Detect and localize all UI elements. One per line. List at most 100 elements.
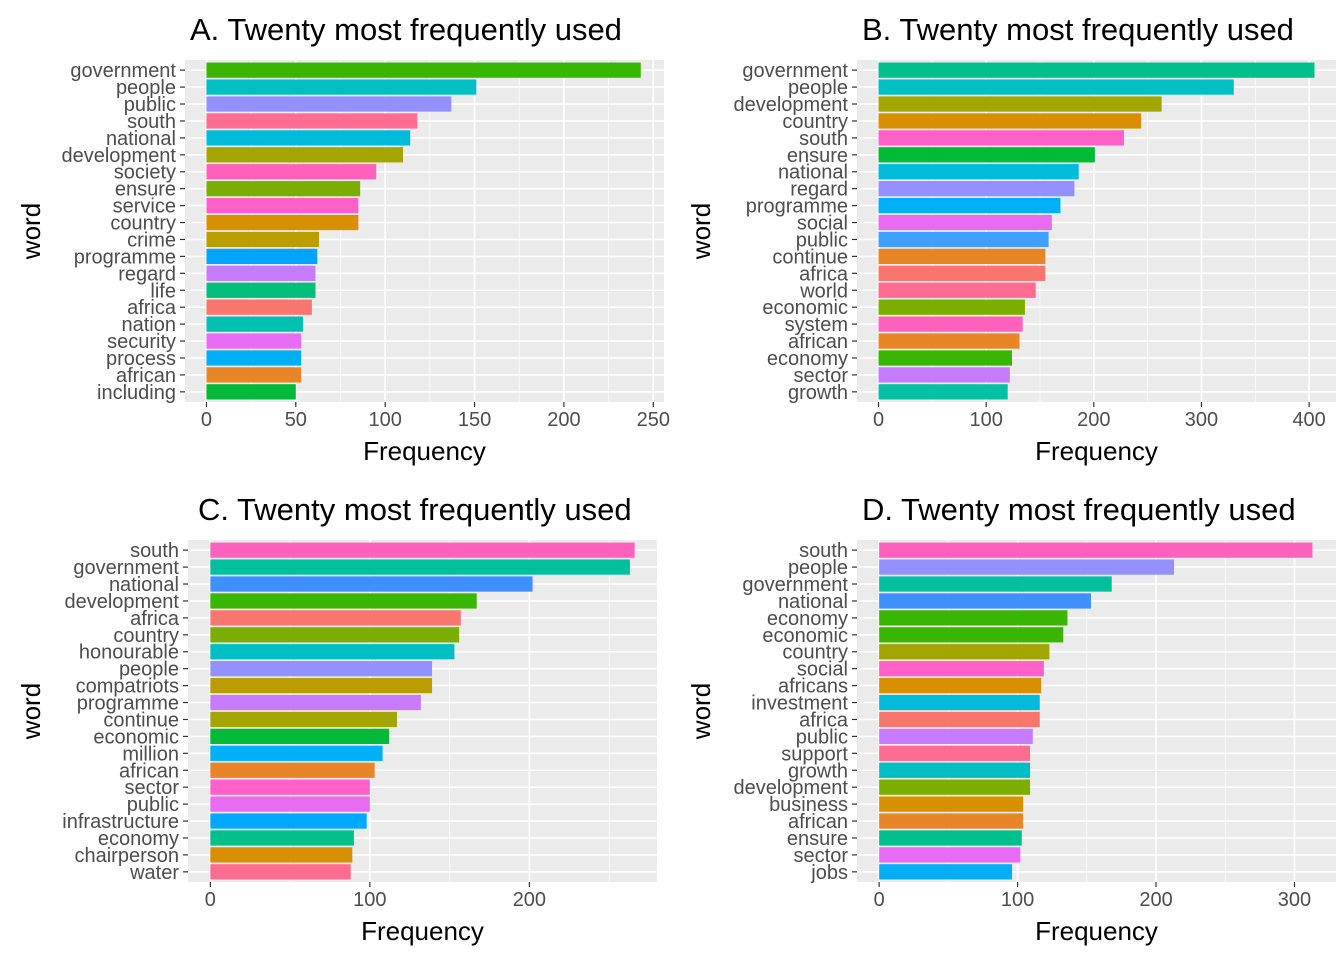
category-label: african bbox=[788, 331, 848, 353]
bar-south bbox=[210, 542, 635, 558]
bar-national bbox=[210, 576, 533, 592]
x-tick-label: 100 bbox=[969, 409, 1002, 431]
bar-government bbox=[878, 62, 1315, 78]
bar-social bbox=[878, 214, 1052, 231]
x-tick-label: 200 bbox=[513, 889, 546, 911]
category-label: government bbox=[70, 60, 176, 82]
category-label: people bbox=[119, 659, 179, 681]
bar-compatriots bbox=[210, 677, 433, 694]
bar-sector bbox=[879, 847, 1021, 863]
x-tick-label: 300 bbox=[1278, 889, 1311, 911]
bar-african bbox=[879, 813, 1024, 829]
category-label: nation bbox=[122, 314, 177, 336]
bar-support bbox=[879, 745, 1031, 761]
bar-ensure bbox=[206, 181, 361, 197]
category-label: country bbox=[782, 111, 848, 133]
bar-growth bbox=[879, 762, 1031, 778]
bar-million bbox=[210, 745, 383, 761]
bar-public bbox=[210, 796, 370, 812]
category-label: government bbox=[742, 60, 848, 82]
x-tick-label: 300 bbox=[1185, 409, 1218, 431]
bar-programme bbox=[210, 694, 421, 711]
bar-african bbox=[878, 333, 1020, 349]
category-label: business bbox=[769, 794, 848, 816]
bar-regard bbox=[206, 265, 316, 281]
bar-development bbox=[206, 147, 404, 163]
bar-infrastructure bbox=[210, 813, 367, 829]
bar-society bbox=[206, 164, 377, 180]
bar-african bbox=[210, 762, 375, 778]
chart-panel-3: southpeoplegovernmentnationaleconomyecon… bbox=[686, 492, 1336, 946]
category-label: national bbox=[106, 128, 176, 150]
category-label: growth bbox=[788, 382, 848, 404]
category-label: social bbox=[797, 213, 848, 235]
chart-title: C. Twenty most frequently used bbox=[198, 492, 632, 527]
bar-regard bbox=[878, 181, 1075, 197]
x-tick-label: 100 bbox=[353, 889, 386, 911]
category-label: african bbox=[116, 365, 176, 387]
bar-south bbox=[206, 113, 418, 129]
x-tick-label: 250 bbox=[637, 409, 670, 431]
category-label: water bbox=[129, 862, 179, 884]
bar-ensure bbox=[878, 147, 1095, 163]
x-axis-title: Frequency bbox=[363, 436, 486, 466]
bar-development bbox=[210, 593, 477, 609]
x-tick-label: 150 bbox=[458, 409, 491, 431]
chart-title: B. Twenty most frequently used bbox=[862, 12, 1294, 47]
bar-nation bbox=[206, 316, 303, 332]
bar-country bbox=[879, 644, 1050, 660]
bar-development bbox=[878, 96, 1162, 112]
category-label: people bbox=[116, 77, 176, 99]
category-label: ensure bbox=[787, 828, 848, 850]
category-label: process bbox=[106, 348, 176, 370]
bar-africa bbox=[206, 299, 312, 315]
x-tick-label: 50 bbox=[285, 409, 307, 431]
category-label: world bbox=[799, 280, 848, 302]
category-label: economy bbox=[767, 348, 848, 370]
category-label: economic bbox=[762, 625, 848, 647]
bar-investment bbox=[879, 694, 1040, 711]
bar-people bbox=[206, 79, 477, 95]
x-tick-label: 0 bbox=[201, 409, 212, 431]
category-label: south bbox=[130, 540, 179, 562]
x-tick-label: 200 bbox=[1139, 889, 1172, 911]
bar-security bbox=[206, 333, 302, 349]
category-label: south bbox=[799, 540, 848, 562]
category-label: africa bbox=[799, 709, 849, 731]
category-label: regard bbox=[790, 179, 848, 201]
bar-national bbox=[878, 164, 1079, 180]
category-label: including bbox=[97, 382, 176, 404]
category-label: sector bbox=[125, 777, 180, 799]
bar-jobs bbox=[879, 864, 1013, 880]
category-label: development bbox=[733, 777, 848, 799]
bar-africa bbox=[878, 265, 1046, 281]
bar-process bbox=[206, 350, 302, 366]
x-axis-title: Frequency bbox=[1035, 916, 1158, 946]
category-label: government bbox=[742, 574, 848, 596]
category-label: million bbox=[122, 743, 179, 765]
category-label: economic bbox=[93, 726, 179, 748]
category-label: national bbox=[778, 591, 848, 613]
bar-people bbox=[210, 661, 433, 677]
bar-economy bbox=[879, 610, 1068, 626]
bar-business bbox=[879, 796, 1024, 812]
y-axis-title: word bbox=[686, 683, 716, 740]
bar-economy bbox=[878, 350, 1013, 366]
x-tick-label: 0 bbox=[874, 889, 885, 911]
x-tick-label: 100 bbox=[1001, 889, 1034, 911]
category-label: africa bbox=[127, 297, 177, 319]
category-label: continue bbox=[772, 246, 848, 268]
bar-economy bbox=[210, 830, 354, 846]
bar-programme bbox=[878, 197, 1061, 214]
category-label: africans bbox=[778, 676, 848, 698]
chart-panel-2: southgovernmentnationaldevelopmentafrica… bbox=[16, 492, 657, 946]
bar-water bbox=[210, 864, 351, 880]
category-label: jobs bbox=[810, 862, 848, 884]
bar-people bbox=[879, 559, 1175, 575]
bar-government bbox=[879, 576, 1112, 592]
y-axis-title: word bbox=[16, 683, 46, 740]
bar-sector bbox=[878, 367, 1010, 383]
bar-people bbox=[878, 79, 1234, 95]
bar-life bbox=[206, 282, 316, 298]
chart-panel-0: governmentpeoplepublicsouthnationaldevel… bbox=[16, 12, 670, 466]
